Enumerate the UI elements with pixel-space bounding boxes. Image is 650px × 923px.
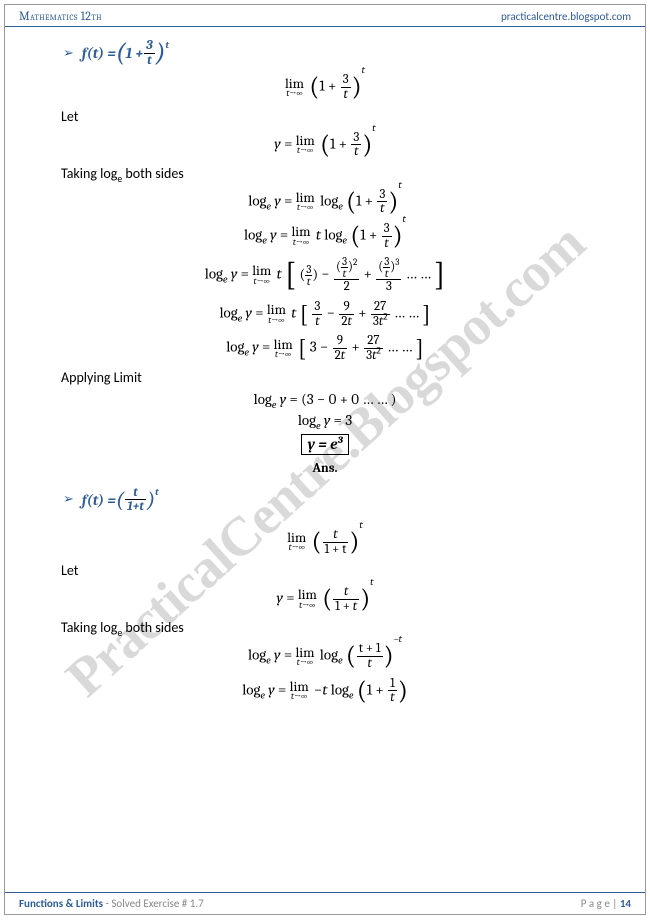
label-let-1: Let [61,108,615,125]
header-subject: Mathematics 12th [19,9,102,23]
eq-p1-4: loge y = limt→∞ t loge (1 + 3t)t [35,222,615,250]
label-let-2: Let [61,562,615,579]
label-log-2: Taking loge both sides [61,619,615,636]
eq-p2-1: limt→∞ (t1 + t)t [35,528,615,556]
answer-box: y = e³ [301,434,350,455]
eq-p2-3: loge y = limt→∞ loge (t + 1t)−t [35,642,615,670]
eq-p1-9: loge y = 3 [35,413,615,428]
problem-1-function: f(t) = (1 + 3t)t [82,39,169,67]
eq-p1-1: limt→∞ (1 + 3t)t [35,73,615,101]
eq-p1-8: loge y = (3 − 0 + 0 … … ) [35,392,615,407]
label-applying-limit: Applying Limit [61,369,615,386]
page-content: ➢ f(t) = (1 + 3t)t limt→∞ (1 + 3t)t Let … [5,27,645,705]
eq-p1-3: loge y = limt→∞ loge (1 + 3t)t [35,188,615,216]
eq-p1-6: loge y = limt→∞ t [ 3t − 92t + 273t2 … …… [35,300,615,328]
eq-p2-2: y = limt→∞ (t1 + t)t [35,585,615,613]
header-url: practicalcentre.blogspot.com [501,10,631,23]
page-frame: Mathematics 12th practicalcentre.blogspo… [4,4,646,915]
label-log-1: Taking loge both sides [61,165,615,182]
bullet-icon: ➢ [63,46,74,61]
bullet-icon: ➢ [63,492,74,507]
problem-2-heading: ➢ f(t) = (t1+t)t [63,486,615,514]
footer-chapter: Functions & Limits - Solved Exercise # 1… [19,897,204,910]
taking-log-text: Taking log [61,165,117,182]
page-header: Mathematics 12th practicalcentre.blogspo… [5,5,645,27]
problem-2-function: f(t) = (t1+t)t [82,486,159,514]
eq-p1-7: loge y = limt→∞ [ 3 − 92t + 273t2 … … ] [35,334,615,362]
footer-page: P a g e | 14 [581,897,631,910]
eq-p1-boxed: y = e³ [35,434,615,455]
ans-label-1: Ans. [35,461,615,476]
both-sides-text: both sides [122,165,184,182]
eq-p1-5: loge y = limt→∞ t [ (3t) − (3t)22 + (3t)… [35,256,615,294]
problem-1-heading: ➢ f(t) = (1 + 3t)t [63,39,615,67]
eq-p1-2: y = limt→∞ (1 + 3t)t [35,131,615,159]
page-footer: Functions & Limits - Solved Exercise # 1… [5,892,645,914]
eq-p2-4: loge y = limt→∞ −t loge (1 + 1t) [35,677,615,705]
